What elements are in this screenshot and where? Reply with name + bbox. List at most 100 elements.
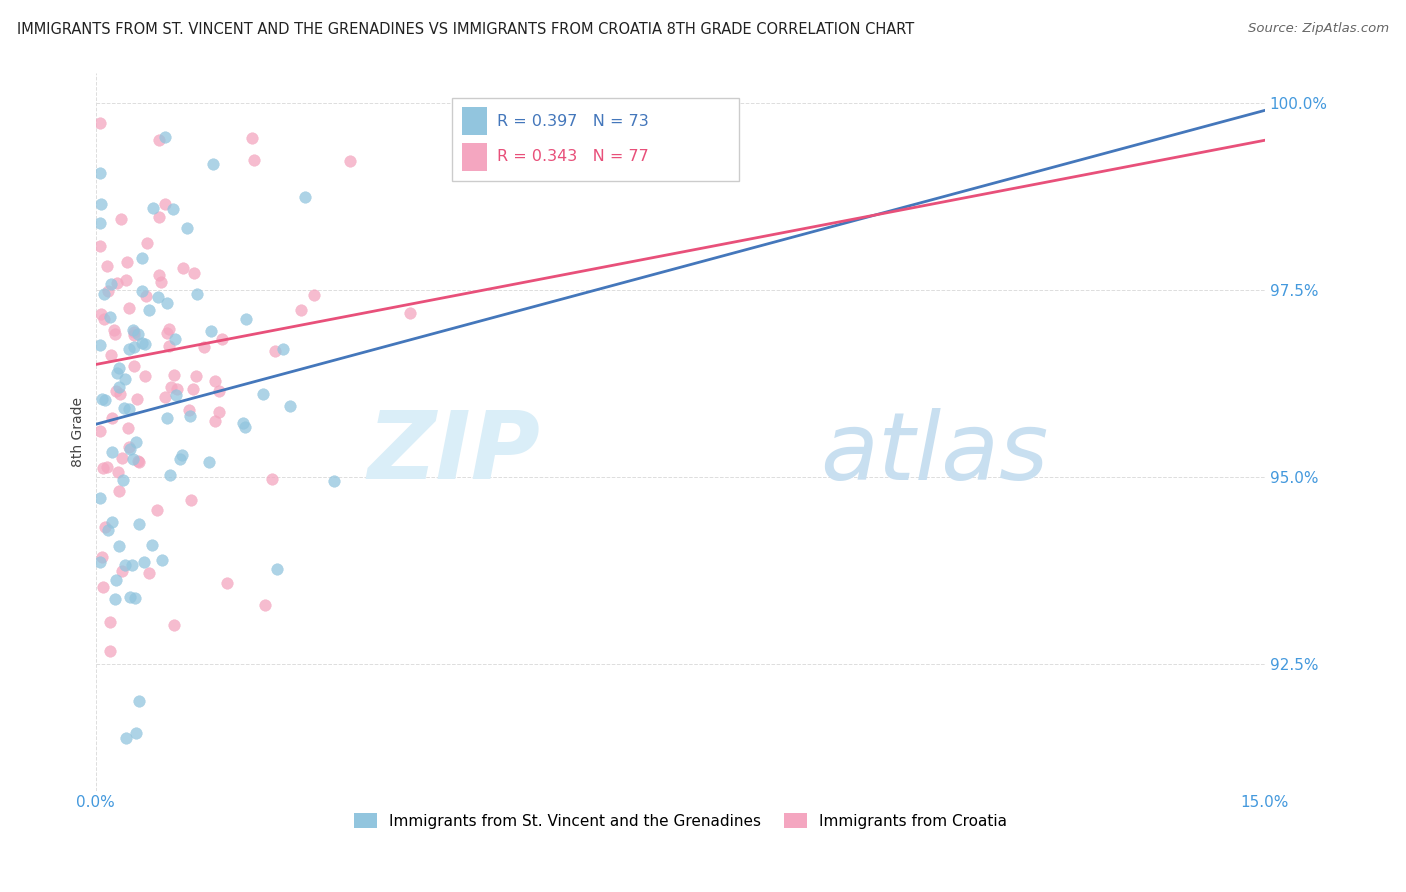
- Point: [114, 372, 136, 386]
- Point: [156, 411, 179, 425]
- Point: [159, 468, 181, 483]
- Point: [200, 324, 222, 338]
- Point: [153, 197, 176, 211]
- Point: [122, 359, 145, 373]
- Point: [243, 153, 266, 168]
- Point: [108, 361, 131, 376]
- Point: [93, 520, 115, 534]
- Point: [232, 417, 254, 431]
- Point: [211, 332, 233, 346]
- Point: [157, 339, 180, 353]
- Point: [114, 558, 136, 573]
- Point: [264, 343, 287, 358]
- Point: [294, 190, 316, 204]
- Point: [105, 366, 128, 380]
- Point: [107, 539, 129, 553]
- Text: Source: ZipAtlas.com: Source: ZipAtlas.com: [1249, 22, 1389, 36]
- Point: [118, 342, 141, 356]
- Point: [103, 323, 125, 337]
- Point: [118, 301, 141, 315]
- Point: [183, 382, 205, 396]
- Point: [202, 157, 225, 171]
- Point: [145, 502, 167, 516]
- Point: [89, 424, 111, 438]
- Point: [91, 549, 114, 564]
- Point: [122, 451, 145, 466]
- Point: [153, 130, 176, 145]
- Point: [148, 290, 170, 304]
- Point: [124, 591, 146, 605]
- Point: [89, 239, 111, 253]
- Point: [322, 474, 344, 488]
- Text: atlas: atlas: [821, 408, 1049, 499]
- Point: [165, 388, 187, 402]
- Point: [398, 306, 420, 320]
- Point: [235, 311, 257, 326]
- Point: [111, 564, 134, 578]
- Point: [208, 384, 231, 399]
- Point: [101, 411, 124, 425]
- Point: [131, 251, 153, 265]
- Point: [176, 221, 198, 235]
- Point: [128, 694, 150, 708]
- FancyBboxPatch shape: [461, 107, 488, 135]
- Point: [266, 562, 288, 576]
- Point: [155, 390, 177, 404]
- Point: [260, 472, 283, 486]
- Point: [183, 267, 205, 281]
- Point: [89, 338, 111, 352]
- Point: [89, 216, 111, 230]
- Point: [118, 442, 141, 457]
- Point: [155, 296, 177, 310]
- Point: [172, 260, 194, 275]
- Point: [90, 392, 112, 406]
- Point: [166, 383, 188, 397]
- Point: [111, 451, 134, 466]
- Point: [125, 725, 148, 739]
- Point: [111, 473, 134, 487]
- Point: [134, 368, 156, 383]
- Point: [149, 275, 172, 289]
- Point: [89, 491, 111, 506]
- Point: [98, 615, 121, 630]
- Point: [96, 259, 118, 273]
- Point: [169, 451, 191, 466]
- Point: [89, 115, 111, 129]
- Point: [131, 284, 153, 298]
- Point: [208, 405, 231, 419]
- Point: [108, 387, 131, 401]
- Point: [302, 287, 325, 301]
- Point: [93, 392, 115, 407]
- Text: IMMIGRANTS FROM ST. VINCENT AND THE GRENADINES VS IMMIGRANTS FROM CROATIA 8TH GR: IMMIGRANTS FROM ST. VINCENT AND THE GREN…: [17, 22, 914, 37]
- Point: [132, 555, 155, 569]
- Point: [120, 591, 142, 605]
- Point: [180, 493, 202, 508]
- Point: [159, 379, 181, 393]
- Point: [135, 288, 157, 302]
- Point: [110, 212, 132, 227]
- Point: [104, 327, 127, 342]
- Point: [163, 368, 186, 382]
- Point: [115, 255, 138, 269]
- Text: ZIP: ZIP: [367, 408, 540, 500]
- Legend: Immigrants from St. Vincent and the Grenadines, Immigrants from Croatia: Immigrants from St. Vincent and the Gren…: [347, 806, 1012, 835]
- Point: [179, 403, 201, 417]
- Point: [89, 166, 111, 180]
- Point: [107, 465, 129, 479]
- Point: [89, 555, 111, 569]
- Point: [148, 133, 170, 147]
- Point: [148, 268, 170, 283]
- Point: [134, 337, 156, 351]
- Point: [172, 448, 194, 462]
- Point: [104, 573, 127, 587]
- Point: [107, 380, 129, 394]
- Point: [217, 575, 239, 590]
- Point: [186, 286, 208, 301]
- Point: [184, 369, 207, 384]
- Point: [240, 131, 263, 145]
- Point: [204, 375, 226, 389]
- Point: [198, 455, 221, 469]
- Point: [115, 272, 138, 286]
- Point: [118, 440, 141, 454]
- Point: [124, 325, 146, 339]
